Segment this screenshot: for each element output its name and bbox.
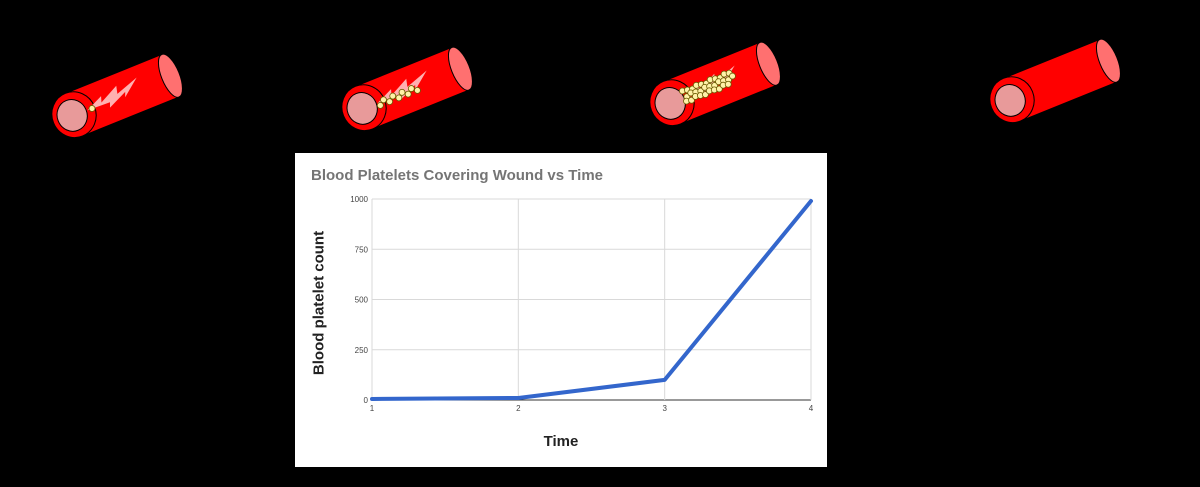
vessel-few-platelets — [341, 46, 473, 132]
chart-card: Blood Platelets Covering Wound vs Time 0… — [295, 153, 827, 467]
y-tick-label: 500 — [355, 296, 369, 305]
platelet — [407, 85, 415, 92]
chart-title: Blood Platelets Covering Wound vs Time — [311, 167, 603, 184]
y-tick-label: 1000 — [350, 195, 368, 204]
platelet — [386, 98, 394, 106]
vessel-lumen — [56, 99, 88, 132]
platelet — [398, 88, 406, 96]
y-tick-label: 0 — [364, 396, 369, 405]
platelet — [88, 105, 96, 112]
x-tick-label: 2 — [516, 404, 521, 413]
vessel-far-end — [1095, 38, 1121, 83]
vessel-lumen — [346, 92, 378, 125]
blood-vessel-wound-icon — [51, 53, 183, 139]
vessel-wound — [51, 53, 183, 139]
vessel-far-end — [447, 46, 473, 91]
y-axis-label: Blood platelet count — [310, 230, 328, 376]
blood-vessel-clot-icon — [649, 41, 781, 127]
wound-tear — [87, 77, 137, 111]
vessel-far-end — [157, 53, 183, 98]
platelet — [404, 90, 412, 98]
blood-vessel-healed-icon — [989, 38, 1121, 124]
x-tick-label: 1 — [370, 404, 375, 413]
line-chart: 0 250 500 750 1000 1 2 3 4 — [350, 195, 814, 413]
vessel-lumen — [994, 84, 1026, 117]
platelet — [376, 101, 384, 109]
series-line — [370, 199, 813, 401]
blood-vessel-few-platelets-icon — [341, 46, 473, 132]
y-tick-label: 250 — [355, 346, 369, 355]
x-tick-label: 3 — [662, 404, 667, 413]
vessel-far-end — [755, 41, 781, 86]
platelet — [729, 72, 736, 80]
platelet — [414, 86, 421, 94]
platelet — [395, 94, 403, 102]
x-axis-label: Time — [543, 433, 579, 450]
vessel-clot — [649, 41, 781, 127]
vessel-healed — [989, 38, 1121, 124]
platelet — [389, 92, 397, 100]
platelet — [724, 80, 732, 88]
x-tick-label: 4 — [809, 404, 814, 413]
platelet — [380, 96, 387, 104]
y-tick-label: 750 — [355, 245, 369, 254]
